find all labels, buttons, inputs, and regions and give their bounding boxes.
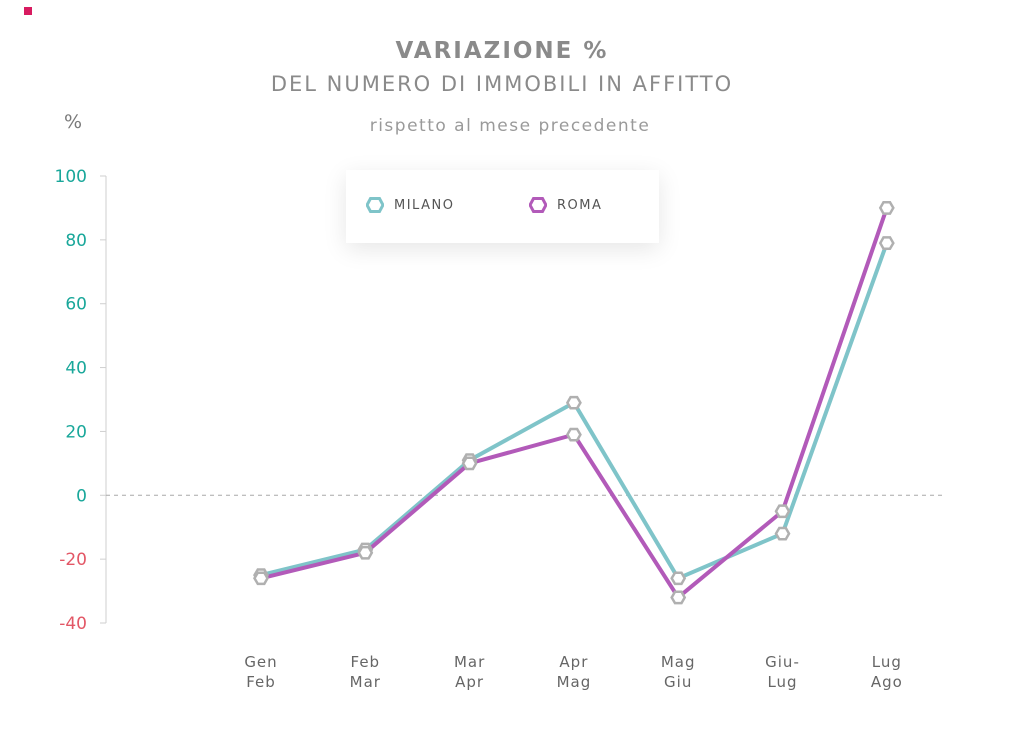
x-tick-label: Lug: [767, 673, 797, 691]
y-tick-label: 40: [65, 359, 87, 379]
x-tick-label: Giu-: [765, 653, 800, 671]
legend-label-roma: ROMA: [557, 197, 603, 213]
legend-item-milano: MILANO: [366, 197, 454, 213]
y-tick-label: -20: [59, 550, 87, 570]
legend-label-milano: MILANO: [394, 197, 455, 213]
point-milano: [565, 395, 582, 410]
x-tick-label: Ago: [871, 673, 903, 691]
y-tick-label: 80: [65, 231, 87, 251]
y-tick-label: 60: [65, 295, 87, 315]
x-tick-label: Feb: [246, 673, 276, 691]
x-tick-label: Mag: [557, 673, 592, 691]
point-roma: [461, 456, 478, 471]
legend: MILANO ROMA: [346, 170, 659, 243]
x-tick-label: Lug: [872, 653, 902, 671]
y-tick-label: 0: [76, 486, 87, 506]
point-roma: [565, 427, 582, 442]
point-milano: [774, 526, 791, 541]
x-tick-label: Giu: [664, 673, 692, 691]
x-tick-label: Mar: [454, 653, 485, 671]
y-tick-label: 20: [65, 422, 87, 442]
y-tick-label: 100: [55, 167, 87, 187]
x-axis-labels: Gen Feb Feb Mar Mar Apr Apr Mag Mag Giu Giu- Lug Lug…: [244, 653, 903, 691]
axes: 100 80 60 40 20 0 -20 -40: [55, 167, 942, 634]
x-tick-label: Apr: [559, 653, 588, 671]
x-tick-label: Mar: [350, 673, 381, 691]
point-roma: [670, 590, 687, 605]
corner-mark: [24, 7, 32, 15]
legend-item-roma: ROMA: [529, 197, 602, 213]
point-roma: [253, 571, 269, 586]
legend-marker-milano: [366, 197, 384, 213]
legend-marker-roma: [529, 197, 547, 213]
series-line-milano: [260, 242, 889, 581]
chart-subtitle: rispetto al mese precedente: [369, 116, 651, 136]
x-tick-label: Apr: [455, 673, 484, 691]
y-axis-unit: %: [64, 111, 83, 133]
x-tick-label: Gen: [244, 653, 277, 671]
point-milano: [670, 571, 687, 586]
chart-title: VARIAZIONE %: [395, 38, 609, 64]
x-tick-label: Mag: [661, 653, 696, 671]
point-roma: [774, 504, 791, 519]
point-milano: [878, 236, 895, 250]
chart-title-line2: DEL NUMERO DI IMMOBILI IN AFFITTO: [270, 72, 734, 96]
y-tick-label: -40: [59, 614, 87, 634]
series-markers: [253, 201, 895, 605]
point-roma: [357, 545, 374, 560]
x-tick-label: Feb: [351, 653, 381, 671]
point-roma: [878, 201, 895, 215]
